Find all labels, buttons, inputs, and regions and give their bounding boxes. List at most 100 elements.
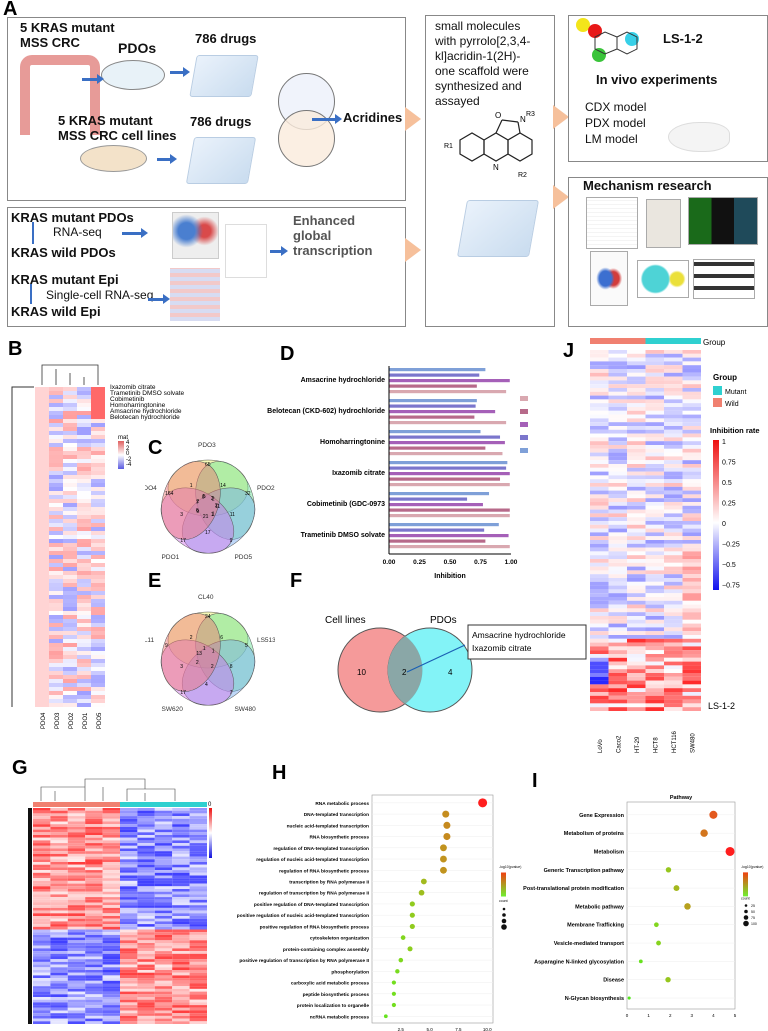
- heatmap-cell: [50, 859, 68, 862]
- heatmap-cell: [608, 665, 627, 670]
- heatmap-cell: [102, 840, 120, 844]
- heatmap-cell: [77, 431, 91, 435]
- heatmap-cell: [67, 910, 86, 914]
- heatmap-cell: [627, 372, 646, 377]
- heatmap-cell: [50, 851, 68, 854]
- heatmap-cell: [35, 619, 49, 623]
- heatmap-cell: [35, 543, 49, 547]
- heatmap-cell: [608, 372, 627, 377]
- heatmap-cell: [172, 891, 190, 895]
- heatmap-cell: [664, 467, 683, 472]
- heatmap-cell: [102, 975, 120, 979]
- heatmap-cell: [627, 574, 646, 578]
- heatmap-cell: [137, 926, 155, 930]
- arrow: [148, 294, 170, 304]
- heatmap-cell: [102, 897, 120, 900]
- heatmap-cell: [172, 821, 190, 825]
- heatmap-cell: [102, 889, 120, 892]
- heatmap-cell: [35, 687, 49, 691]
- heatmap-cell: [67, 983, 86, 987]
- venn-count: 2: [196, 660, 199, 666]
- heatmap-cell: [120, 975, 138, 979]
- heatmap-cell: [50, 934, 68, 938]
- heatmap-cell: [664, 646, 683, 651]
- heatmap-cell: [664, 483, 683, 487]
- heatmap-cell: [49, 427, 63, 431]
- heatmap-cell: [645, 574, 664, 578]
- heatmap-cell: [154, 853, 173, 857]
- heatmap-cell: [645, 623, 664, 628]
- legend-label: Wild: [725, 401, 739, 408]
- heatmap-cell: [85, 875, 103, 879]
- heatmap-cell: [172, 902, 190, 906]
- heatmap-cell: [102, 940, 120, 943]
- heatmap-cell: [627, 410, 646, 415]
- heatmap-cell: [627, 460, 646, 464]
- heatmap-cell: [154, 897, 173, 900]
- x-tick-label: 5: [734, 1013, 737, 1018]
- heatmap-cell: [137, 1018, 155, 1022]
- heatmap-cell: [590, 695, 609, 700]
- callout-drug: Amsacrine hydrochloride: [472, 630, 566, 640]
- heatmap-cell: [85, 975, 103, 979]
- heatmap-cell: [120, 956, 138, 960]
- heatmap-cell: [590, 597, 609, 601]
- heatmap-cell: [49, 595, 63, 599]
- heatmap-cell: [33, 980, 51, 984]
- heatmap-cell: [137, 951, 155, 954]
- heatmap-cell: [172, 832, 190, 835]
- category-label: transcription by RNA polymerase II: [289, 879, 369, 885]
- heatmap-cell: [33, 1021, 51, 1024]
- heatmap-cell: [50, 948, 68, 952]
- venn-c: PDO3PDO2PDO5PDO1PDO465329171641411173122…: [145, 442, 275, 561]
- heatmap-cell: [645, 585, 664, 590]
- heatmap-cell: [63, 619, 77, 623]
- heatmap-cell: [189, 945, 207, 949]
- heatmap-cell: [627, 593, 646, 597]
- heatmap-cell: [154, 924, 173, 927]
- heatmap-cell: [67, 832, 86, 835]
- heatmap-cell: [682, 395, 701, 400]
- heatmap-cell: [590, 703, 609, 708]
- heatmap-cell: [172, 872, 190, 876]
- heatmap-cell: [50, 924, 68, 927]
- heatmap-cell: [608, 498, 627, 502]
- heatmap-cell: [77, 391, 91, 395]
- heatmap-cell: [627, 350, 646, 354]
- heatmap-cell: [102, 853, 120, 857]
- column-label: LoVo: [598, 739, 604, 753]
- venn-count: 24: [205, 614, 211, 620]
- heatmap-cell: [682, 479, 701, 483]
- heatmap-cell: [85, 1005, 103, 1008]
- heatmap-cell: [645, 665, 664, 670]
- heatmap-cell: [85, 1018, 103, 1022]
- heatmap-cell: [154, 816, 173, 819]
- heatmap-cell: [137, 818, 155, 822]
- heatmap-cell: [67, 986, 86, 989]
- heatmap-cell: [682, 521, 701, 525]
- heatmap-cell: [85, 997, 103, 1000]
- heatmap-cell: [189, 948, 207, 952]
- heatmap-cell: [682, 566, 701, 571]
- heatmap-cell: [33, 832, 51, 835]
- heatmap-cell: [627, 395, 646, 400]
- heatmap-cell: [590, 684, 609, 689]
- heatmap-cell: [608, 361, 627, 366]
- heatmap-cell: [645, 646, 664, 651]
- heatmap-cell: [49, 567, 63, 571]
- heatmap-cell: [35, 431, 49, 435]
- heatmap-cell: [63, 671, 77, 675]
- heatmap-cell: [85, 907, 103, 911]
- heatmap-cell: [189, 975, 207, 979]
- heatmap-cell: [590, 585, 609, 590]
- heatmap-cell: [102, 1018, 120, 1022]
- heatmap-cell: [85, 924, 103, 927]
- heatmap-cell: [664, 688, 683, 692]
- western-blot-thumbnail: [693, 259, 755, 299]
- heatmap-cell: [91, 535, 105, 539]
- heatmap-cell: [608, 543, 627, 548]
- heatmap-cell: [77, 591, 91, 595]
- heatmap-cell: [627, 486, 646, 491]
- venn-set-label: SW480: [234, 706, 256, 713]
- heatmap-cell: [608, 376, 627, 381]
